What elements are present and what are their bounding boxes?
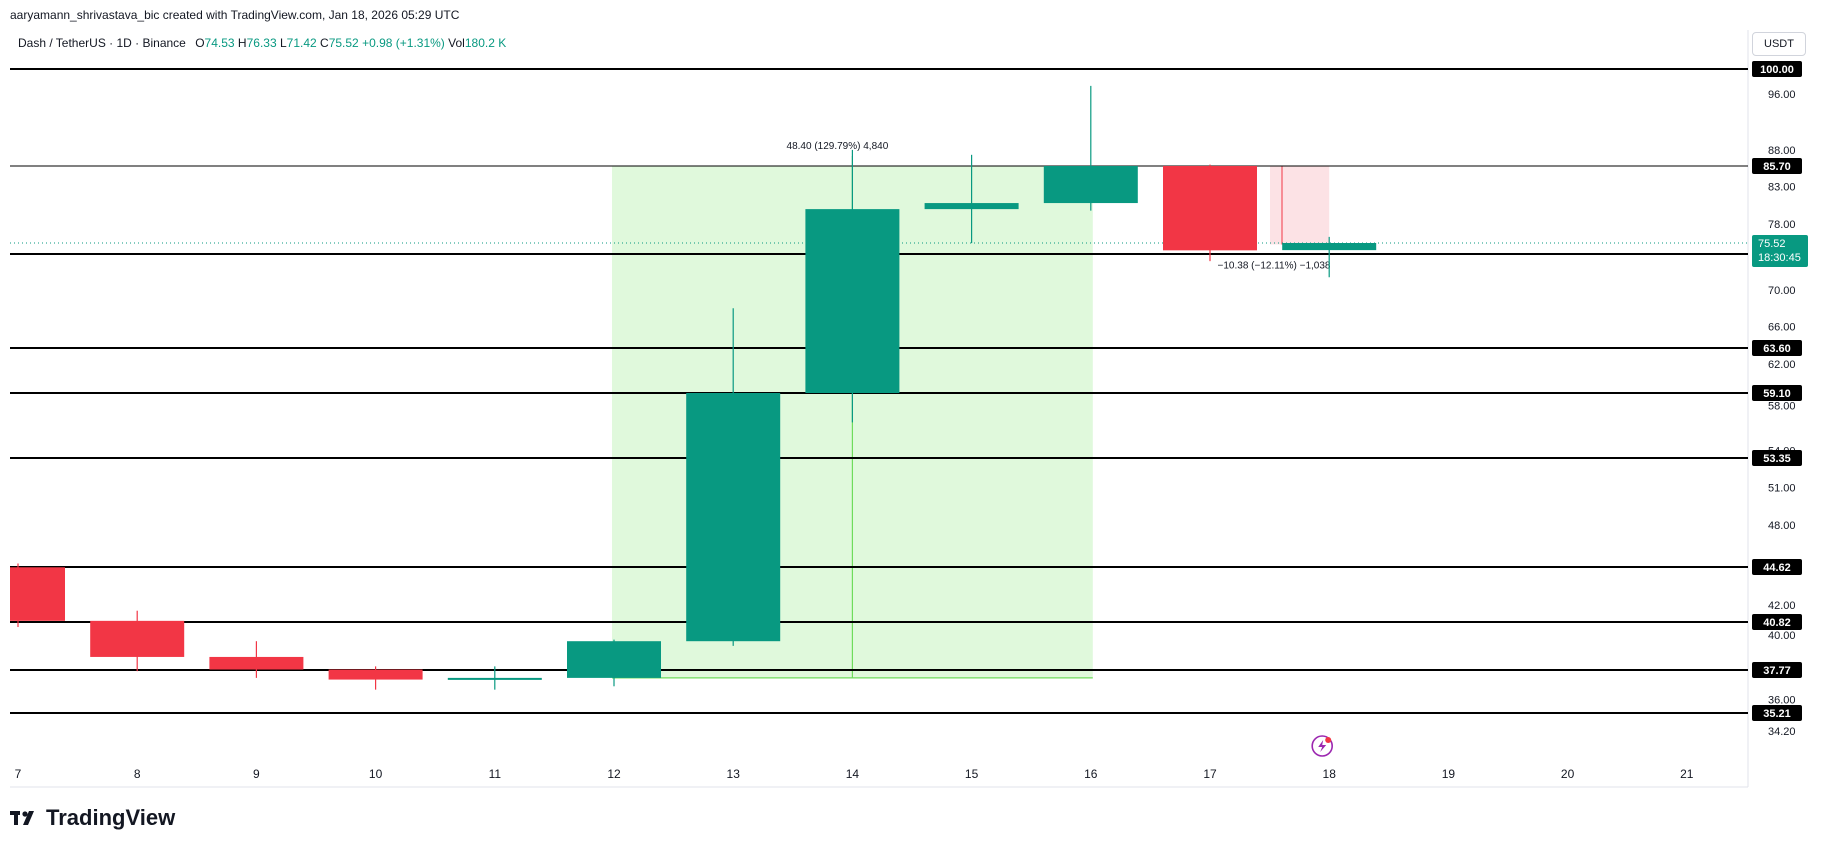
date-tick-label: 14 <box>846 767 860 781</box>
event-notification-dot <box>1325 737 1332 743</box>
date-tick-label: 11 <box>489 767 502 781</box>
level-price-label: 59.10 <box>1763 388 1791 400</box>
open-value: 74.53 <box>204 36 235 50</box>
lightning-glyph <box>1318 740 1327 752</box>
price-tick-label: 66.00 <box>1768 321 1796 333</box>
level-price-tag <box>1752 340 1802 356</box>
date-tick-label: 13 <box>727 767 741 781</box>
close-label: C <box>320 36 329 50</box>
date-tick-label: 16 <box>1084 767 1098 781</box>
level-price-tag <box>1752 385 1802 401</box>
date-tick-label: 12 <box>607 767 621 781</box>
candle-body[interactable] <box>686 393 781 642</box>
level-price-tag <box>1752 662 1802 678</box>
short-measure-label: −10.38 (−12.11%) −1,038 <box>1218 260 1331 271</box>
level-price-tag <box>1752 559 1802 575</box>
level-price-label: 85.70 <box>1763 161 1791 173</box>
date-tick-label: 15 <box>965 767 979 781</box>
level-price-label: 44.62 <box>1763 562 1791 574</box>
candle-body[interactable] <box>10 567 65 621</box>
price-tick-label: 83.00 <box>1768 181 1796 193</box>
date-tick-label: 7 <box>15 767 22 781</box>
price-tick-label: 78.00 <box>1768 219 1796 231</box>
price-tick-label: 48.00 <box>1768 520 1796 532</box>
open-label: O <box>195 36 205 50</box>
candle-body[interactable] <box>805 209 900 393</box>
price-tick-label: 58.00 <box>1768 400 1796 412</box>
date-tick-label: 17 <box>1203 767 1217 781</box>
low-label: L <box>279 36 287 50</box>
tradingview-wordmark: TradingView <box>46 805 176 830</box>
symbol-title[interactable]: Dash / TetherUS · 1D · Binance <box>18 36 186 50</box>
tradingview-logo[interactable]: TradingView <box>10 805 175 831</box>
volume-value: 180.2 K <box>464 36 507 50</box>
candle-body[interactable] <box>567 641 661 678</box>
level-price-tag <box>1752 614 1802 630</box>
date-tick-label: 19 <box>1442 767 1456 781</box>
date-tick-label: 9 <box>253 767 260 781</box>
level-price-label: 35.21 <box>1763 708 1791 720</box>
level-price-label: 63.60 <box>1763 343 1791 355</box>
date-tick-label: 10 <box>369 767 383 781</box>
level-price-label: 53.35 <box>1763 453 1791 465</box>
date-tick-label: 8 <box>134 767 141 781</box>
currency-button[interactable]: USDT <box>1752 32 1806 56</box>
level-price-label: 100.00 <box>1760 64 1794 76</box>
price-tick-label: 42.00 <box>1768 600 1796 612</box>
candle-body[interactable] <box>1163 166 1257 251</box>
price-tick-label: 70.00 <box>1768 285 1796 297</box>
date-tick-label: 20 <box>1561 767 1575 781</box>
symbol-legend: Dash / TetherUS · 1D · Binance O74.53 H7… <box>18 36 506 50</box>
countdown-label: 18:30:45 <box>1758 252 1801 264</box>
short-measure-box[interactable] <box>1270 166 1330 245</box>
level-price-label: 40.82 <box>1763 617 1791 629</box>
candle-body[interactable] <box>447 677 542 680</box>
candle-body[interactable] <box>328 669 423 680</box>
level-price-tag <box>1752 450 1802 466</box>
volume-label: Vol <box>448 36 465 50</box>
candle-body[interactable] <box>1043 166 1138 204</box>
level-price-tag <box>1752 158 1802 174</box>
current-price-tag <box>1752 235 1808 267</box>
close-value: 75.52 <box>328 36 359 50</box>
price-tick-label: 36.00 <box>1768 695 1796 707</box>
level-price-tag <box>1752 705 1802 721</box>
change-value: +0.98 (+1.31%) <box>362 36 445 50</box>
price-tick-label: 34.20 <box>1768 726 1796 738</box>
candle-body[interactable] <box>1282 243 1377 251</box>
price-tick-label: 40.00 <box>1768 630 1796 642</box>
price-tick-label: 51.00 <box>1768 482 1796 494</box>
current-price-label: 75.52 <box>1758 238 1786 250</box>
level-price-label: 37.77 <box>1763 665 1791 677</box>
chart-attribution: aaryamann_shrivastava_bic created with T… <box>10 8 460 22</box>
candle-body[interactable] <box>924 203 1019 210</box>
date-tick-label: 21 <box>1680 767 1694 781</box>
price-tick-label: 62.00 <box>1768 359 1796 371</box>
candle-body[interactable] <box>90 620 185 657</box>
price-tick-label: 88.00 <box>1768 145 1796 157</box>
price-tick-label: 96.00 <box>1768 89 1796 101</box>
high-label: H <box>237 36 247 50</box>
candle-body[interactable] <box>209 656 304 670</box>
tradingview-logo-icon <box>10 811 34 825</box>
date-tick-label: 18 <box>1323 767 1337 781</box>
level-price-tag <box>1752 61 1802 77</box>
range-measure-label: 48.40 (129.79%) 4,840 <box>787 141 889 152</box>
low-value: 71.42 <box>286 36 317 50</box>
high-value: 76.33 <box>246 36 277 50</box>
